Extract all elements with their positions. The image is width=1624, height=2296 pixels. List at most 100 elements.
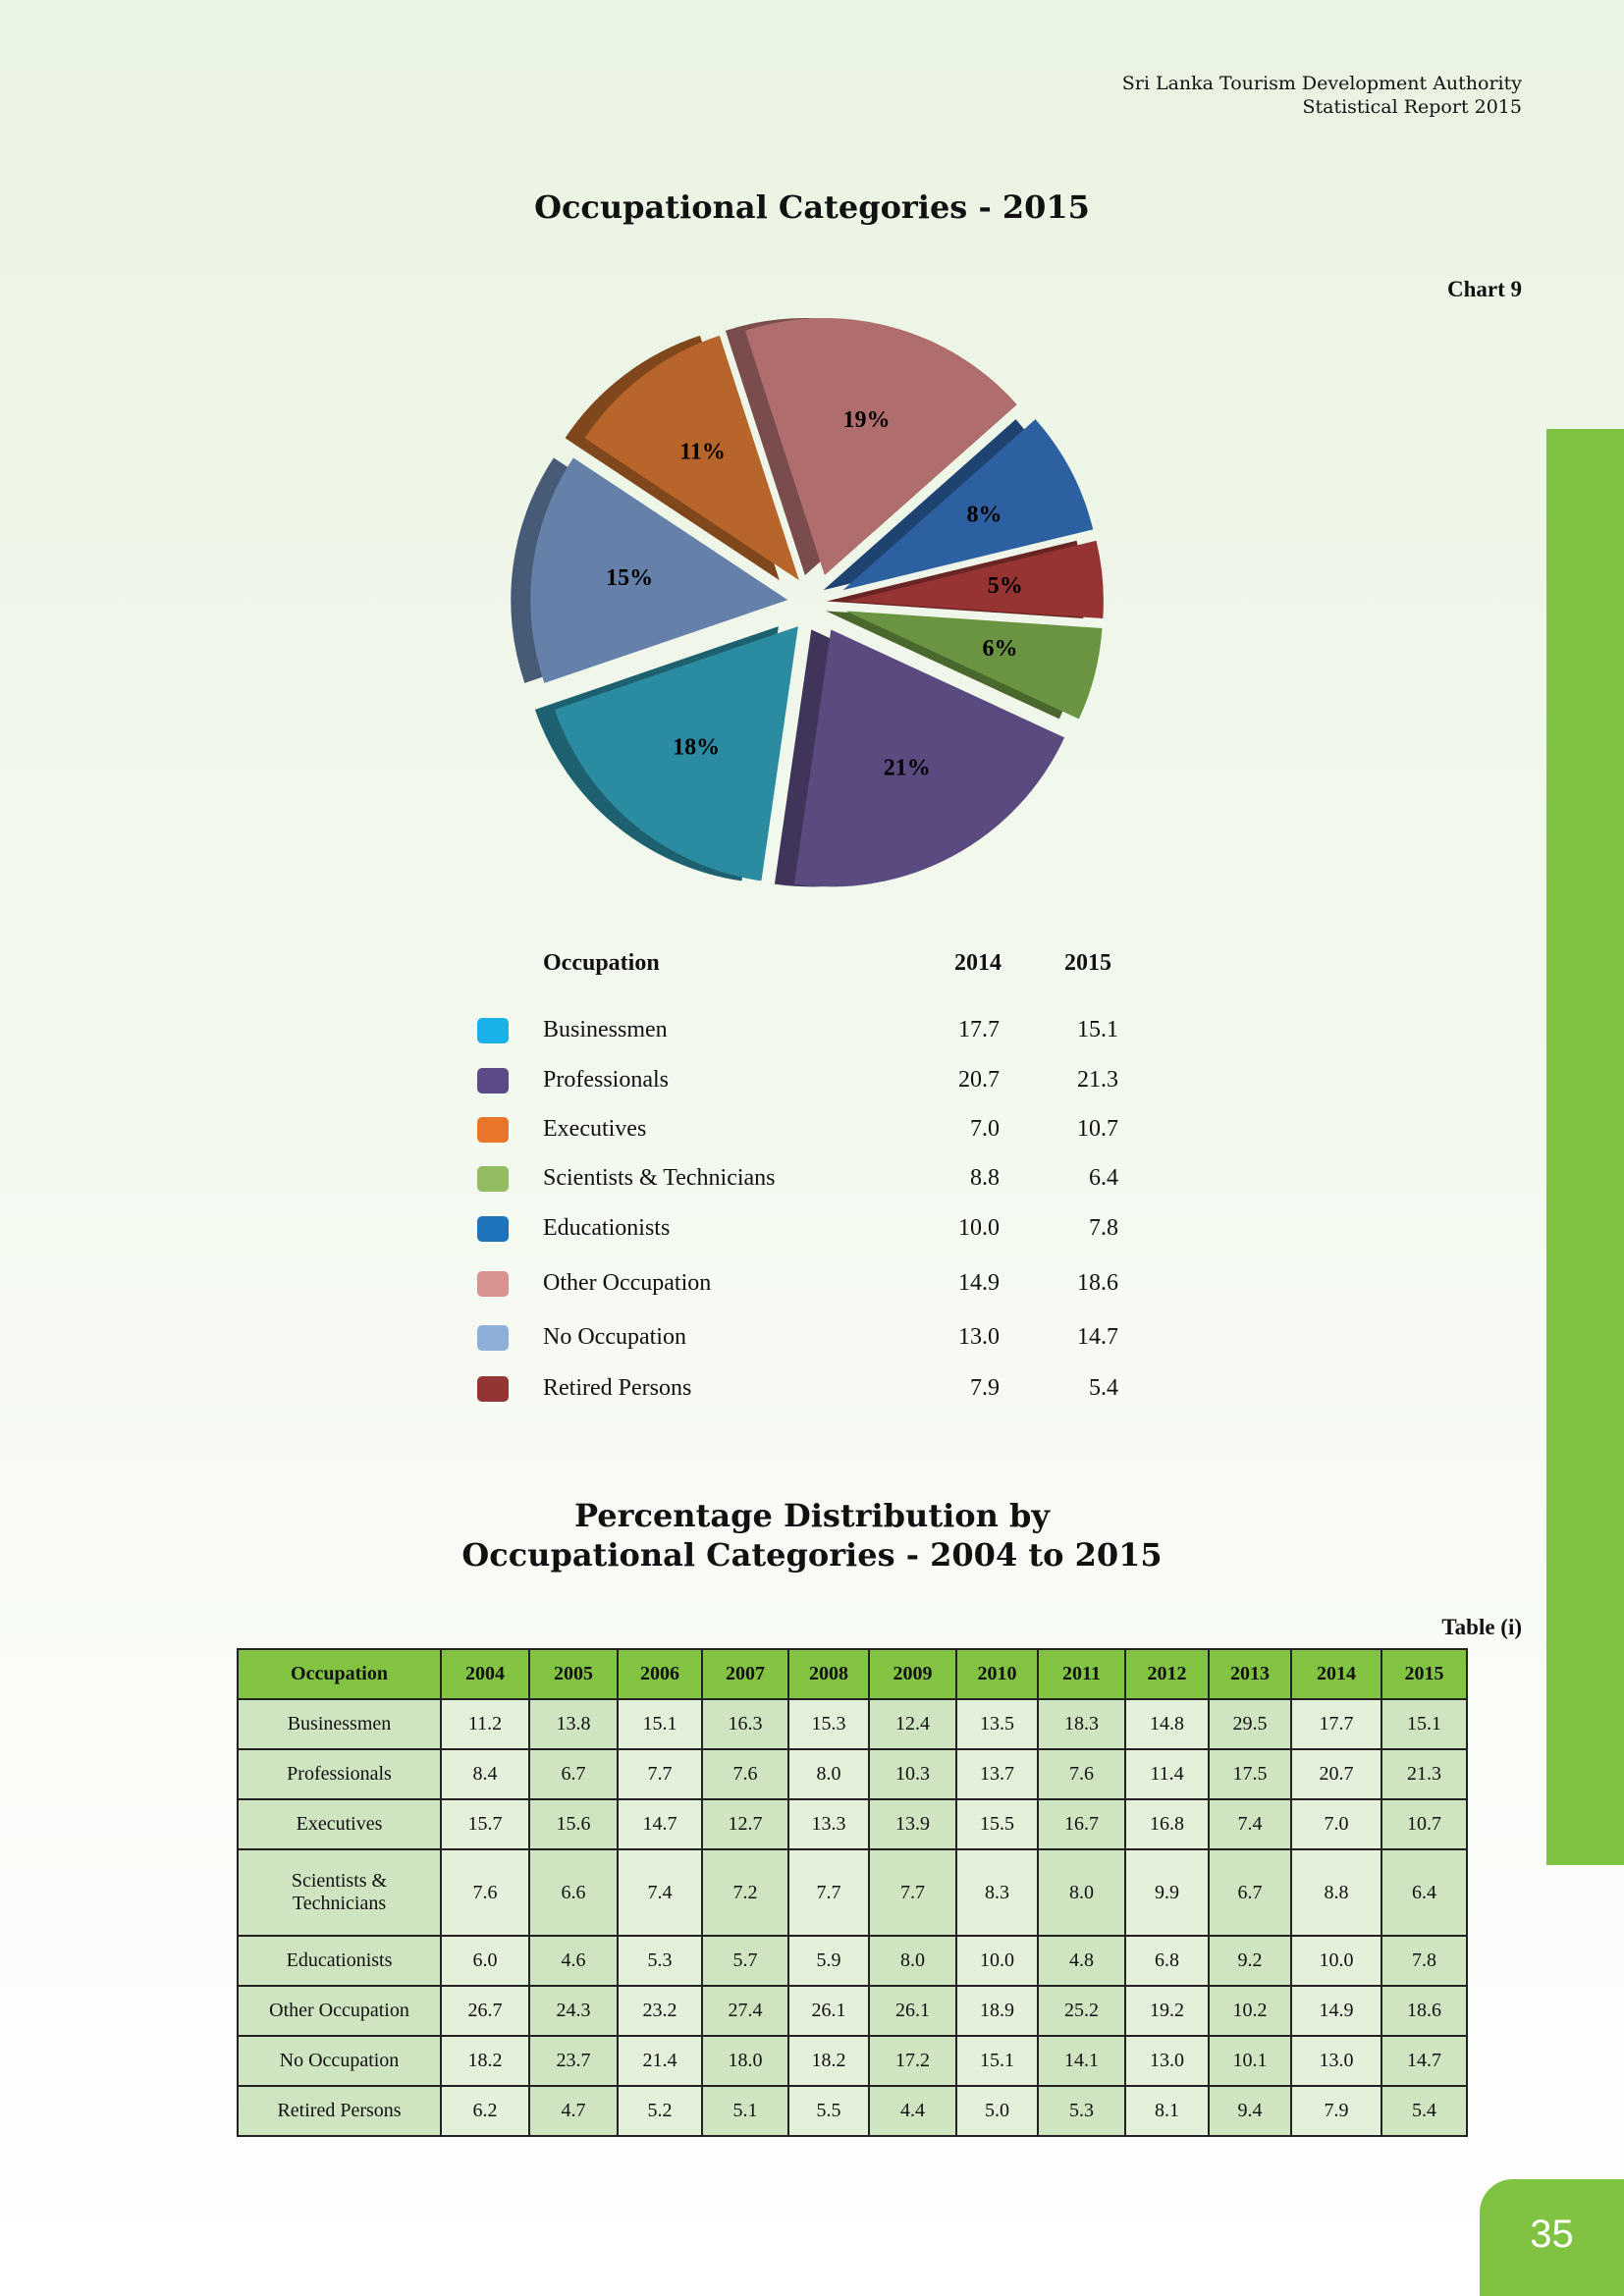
header-cell: 2009 [868,1648,957,1700]
data-table: Occupation 2004 2005 2006 2007 2008 2009 2010 20… [237,1648,1468,2137]
value-cell: 10.1 [1208,2035,1292,2087]
chart-title: Occupational Categories - 2015 [534,188,1090,226]
organization: Sri Lanka Tourism Development Authority [1121,73,1522,94]
value-cell: 7.2 [701,1848,789,1937]
table-title: Percentage Distribution by Occupational … [0,1496,1624,1575]
table-row: Other Occupation 26.7 24.3 23.2 27.4 26.1 26.1… [237,1985,1468,2037]
legend-label: Scientists & Technicians [543,1165,776,1191]
value-cell: 7.7 [868,1848,957,1937]
value-cell: 8.0 [787,1748,870,1800]
legend-label: Retired Persons [543,1375,692,1401]
legend-label: Educationists [543,1215,671,1241]
value-cell: 14.1 [1037,2035,1126,2087]
value-cell: 19.2 [1124,1985,1210,2037]
legend-value: 8.8 [970,1165,1000,1191]
header-cell: 2010 [955,1648,1039,1700]
value-cell: 15.7 [440,1798,530,1850]
data-label: 18% [673,735,720,761]
table-row: Scientists & Technicians 7.6 6.6 7.4 7.2 7.7 7… [237,1848,1468,1937]
value-cell: 20.7 [1290,1748,1382,1800]
row-label: No Occupation [237,2035,442,2087]
chart-label: Chart 9 [1446,277,1522,301]
value-cell: 5.4 [1380,2085,1468,2137]
value-cell: 21.4 [617,2035,703,2087]
value-cell: 16.7 [1037,1798,1126,1850]
value-cell: 5.3 [617,1935,703,1987]
header-cell: 2014 [1290,1648,1382,1700]
header-cell: 2013 [1208,1648,1292,1700]
value-cell: 12.7 [701,1798,789,1850]
value-cell: 18.6 [1380,1985,1468,2037]
slice [793,629,1065,887]
legend-value: 5.4 [1089,1375,1118,1401]
value-cell: 13.0 [1290,2035,1382,2087]
legend-value: 10.0 [958,1215,1000,1241]
legend-label: Other Occupation [543,1270,712,1296]
value-cell: 10.3 [868,1748,957,1800]
table-label: Table (i) [1441,1615,1522,1639]
legend-value: 10.7 [1077,1116,1118,1142]
value-cell: 8.0 [1037,1848,1126,1937]
row-label: Executives [237,1798,442,1850]
value-cell: 5.7 [701,1935,789,1987]
row-label: Educationists [237,1935,442,1987]
value-cell: 14.7 [1380,2035,1468,2087]
legend-header: 2015 [1064,950,1111,976]
value-cell: 13.7 [955,1748,1039,1800]
value-cell: 5.5 [787,2085,870,2137]
data-label: 19% [842,407,890,433]
data-label: 6% [982,636,1017,662]
value-cell: 17.5 [1208,1748,1292,1800]
header-cell: 2015 [1380,1648,1468,1700]
value-cell: 11.2 [440,1698,530,1750]
value-cell: 7.0 [1290,1798,1382,1850]
legend-swatch [477,1166,509,1192]
value-cell: 10.0 [1290,1935,1382,1987]
value-cell: 6.8 [1124,1935,1210,1987]
table-title-line: Percentage Distribution by [574,1497,1050,1534]
legend-swatch [477,1325,509,1351]
value-cell: 8.3 [955,1848,1039,1937]
value-cell: 10.7 [1380,1798,1468,1850]
row-label: Businessmen [237,1698,442,1750]
legend-value: 17.7 [958,1017,1000,1042]
value-cell: 5.9 [787,1935,870,1987]
value-cell: 21.3 [1380,1748,1468,1800]
value-cell: 7.7 [787,1848,870,1937]
value-cell: 10.0 [955,1935,1039,1987]
value-cell: 8.1 [1124,2085,1210,2137]
value-cell: 12.4 [868,1698,957,1750]
value-cell: 18.2 [787,2035,870,2087]
table-row: Executives 15.7 15.6 14.7 12.7 13.3 13.9 15.5 16… [237,1798,1468,1850]
slice [845,540,1104,619]
report-name: Statistical Report 2015 [1302,96,1522,118]
value-cell: 10.2 [1208,1985,1292,2037]
row-label: Retired Persons [237,2085,442,2137]
header-cell: 2004 [440,1648,530,1700]
legend-swatch [477,1018,509,1043]
legend-value: 14.9 [958,1270,1000,1296]
value-cell: 7.9 [1290,2085,1382,2137]
value-cell: 8.0 [868,1935,957,1987]
value-cell: 23.7 [528,2035,619,2087]
value-cell: 15.5 [955,1798,1039,1850]
value-cell: 7.6 [1037,1748,1126,1800]
legend-label: No Occupation [543,1324,686,1350]
legend-value: 7.0 [970,1116,1000,1142]
table-title-line: Occupational Categories - 2004 to 2015 [461,1536,1163,1574]
legend-header: Occupation [543,950,660,976]
value-cell: 4.6 [528,1935,619,1987]
value-cell: 6.7 [528,1748,619,1800]
pie-chart: 19% 8% 5% 6% 21% 18% 15% 11% [511,318,1104,887]
legend-label: Businessmen [543,1017,668,1042]
value-cell: 13.5 [955,1698,1039,1750]
value-cell: 14.8 [1124,1698,1210,1750]
legend-value: 18.6 [1077,1270,1118,1296]
value-cell: 6.6 [528,1848,619,1937]
data-label: 8% [967,502,1002,527]
value-cell: 18.9 [955,1985,1039,2037]
row-label: Other Occupation [237,1985,442,2037]
value-cell: 15.3 [787,1698,870,1750]
value-cell: 13.8 [528,1698,619,1750]
value-cell: 11.4 [1124,1748,1210,1800]
